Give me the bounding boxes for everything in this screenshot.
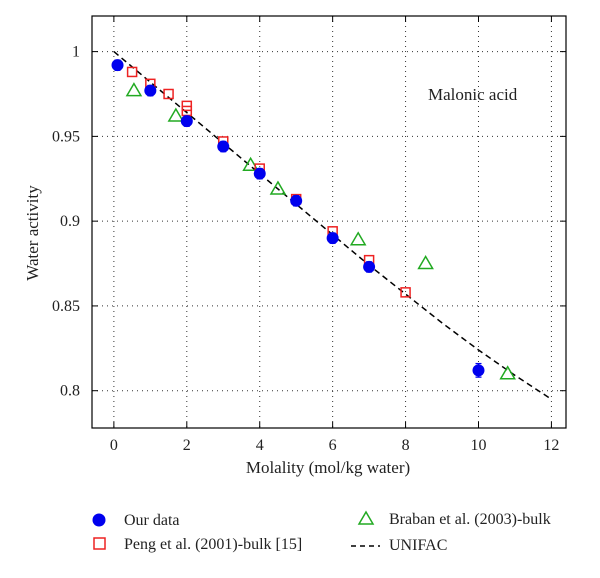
x-axis-label: Molality (mol/kg water) — [246, 458, 410, 477]
our-data-point — [144, 84, 157, 97]
x-tick-label: 2 — [183, 437, 191, 454]
peng-point — [163, 88, 174, 100]
peng-point — [126, 66, 138, 78]
braban-point — [349, 231, 367, 246]
axis-ticks: 0 2 4 6 8 10 12 0.8 0.85 0.9 0.95 1 — [52, 16, 566, 454]
our-data-point — [253, 167, 266, 180]
x-tick-label: 8 — [402, 437, 410, 454]
chart-annotation: Malonic acid — [428, 85, 518, 104]
our-data-point — [363, 260, 376, 273]
legend-marker-peng — [93, 537, 106, 550]
our-data-point — [472, 364, 485, 377]
our-data-point — [326, 232, 339, 245]
plot-area-frame — [91, 15, 567, 429]
x-tick-label: 4 — [256, 437, 264, 454]
legend-marker-braban — [357, 510, 375, 525]
x-tick-label: 6 — [329, 437, 337, 454]
y-tick-label: 0.85 — [52, 298, 80, 315]
y-tick-label: 1 — [72, 44, 80, 61]
braban-point — [125, 82, 143, 97]
y-tick-label: 0.8 — [60, 383, 80, 400]
legend-label-unifac: UNIFAC — [389, 537, 447, 554]
our-data-point — [290, 194, 303, 207]
our-data-point — [180, 115, 193, 128]
legend-label-peng: Peng et al. (2001)-bulk [15] — [124, 536, 302, 553]
x-tick-label: 0 — [110, 437, 118, 454]
braban-point — [499, 365, 516, 380]
our-data-point — [111, 59, 124, 72]
legend-item-braban: Braban et al. (2003)-bulk — [357, 510, 551, 528]
our-data-point — [217, 140, 230, 153]
braban-point — [167, 107, 185, 122]
legend-label-our-data: Our data — [124, 512, 180, 529]
x-tick-label: 12 — [543, 437, 559, 454]
braban-point — [242, 156, 259, 171]
x-tick-label: 10 — [470, 437, 486, 454]
data-layer — [111, 51, 552, 400]
y-tick-label: 0.9 — [60, 213, 80, 230]
peng-point — [400, 287, 411, 298]
legend-marker-our-data — [92, 513, 106, 527]
legend: Our data Peng et al. (2001)-bulk [15] Br… — [92, 510, 551, 554]
braban-point — [417, 255, 434, 270]
braban-point — [269, 180, 287, 195]
grid — [92, 16, 566, 428]
legend-item-our-data: Our data — [92, 512, 180, 529]
legend-item-unifac: UNIFAC — [351, 537, 447, 554]
y-axis-label: Water activity — [23, 185, 42, 281]
legend-label-braban: Braban et al. (2003)-bulk — [389, 511, 551, 528]
y-tick-label: 0.95 — [52, 128, 80, 145]
legend-item-peng: Peng et al. (2001)-bulk [15] — [93, 536, 302, 553]
